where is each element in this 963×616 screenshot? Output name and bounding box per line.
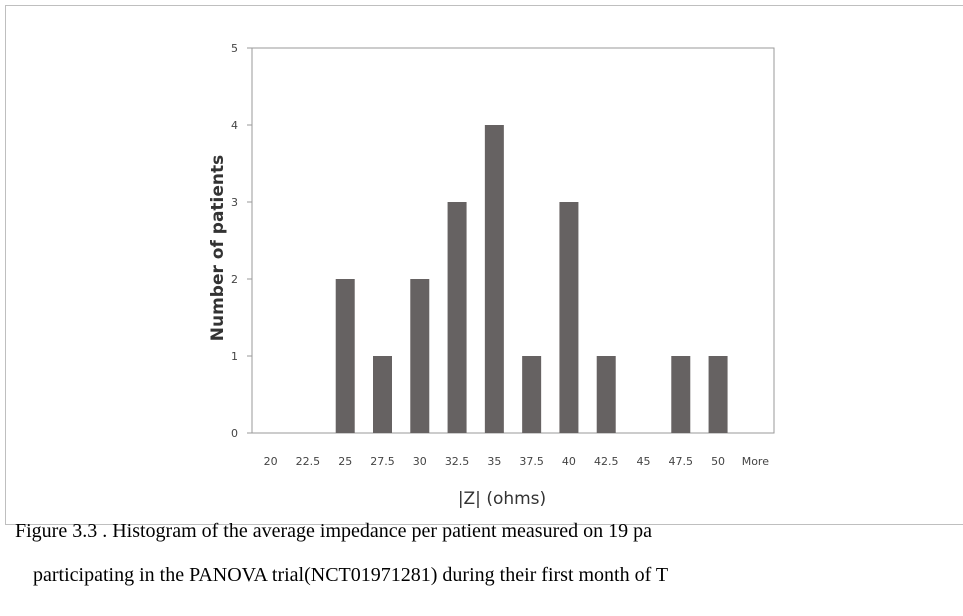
bar-25 [335,279,355,433]
y-axis: 0 1 2 3 4 5 [231,42,775,440]
plot-area-border [251,47,775,434]
x-tick-label: 30 [413,455,427,468]
x-axis-label: |Z| (ohms) [458,489,546,509]
bar-50 [708,356,728,433]
y-tick-label: 0 [231,427,238,440]
x-tick-label: 40 [562,455,576,468]
figure-caption-line-2: participating in the PANOVA trial(NCT019… [33,564,669,586]
bar-35 [484,125,504,433]
x-tick-label: 25 [338,455,352,468]
x-tick-label: 50 [711,455,725,468]
bar-47.5 [671,356,691,433]
x-tick-label: 27.5 [370,455,395,468]
figure-caption-line-1: Figure 3.3 . Histogram of the average im… [15,520,653,542]
x-tick-label: 45 [637,455,651,468]
x-axis: 20 22.5 25 27.5 30 32.5 35 37.5 40 42.5 45 47.5 50 Mo… [264,455,770,468]
bar-40 [559,202,579,433]
x-tick-label: 35 [487,455,501,468]
y-tick-label: 3 [231,196,238,209]
x-tick-label: 37.5 [519,455,544,468]
bars [335,125,728,433]
y-tick-label: 2 [231,273,238,286]
x-tick-label: More [742,455,770,468]
y-tick-label: 1 [231,350,238,363]
x-tick-label: 20 [264,455,278,468]
y-axis-label: Number of patients [208,155,228,342]
x-tick-label: 22.5 [296,455,321,468]
bar-27.5 [373,356,392,433]
bar-37.5 [522,356,542,433]
x-tick-label: 32.5 [445,455,470,468]
axis-labels: Number of patients |Z| (ohms) [208,155,546,509]
bar-32.5 [447,202,467,433]
y-tick-label: 4 [231,119,238,132]
x-tick-label: 42.5 [594,455,619,468]
y-tick-label: 5 [231,42,238,55]
x-tick-label: 47.5 [669,455,694,468]
bar-30 [410,279,430,433]
bar-42.5 [596,356,616,433]
